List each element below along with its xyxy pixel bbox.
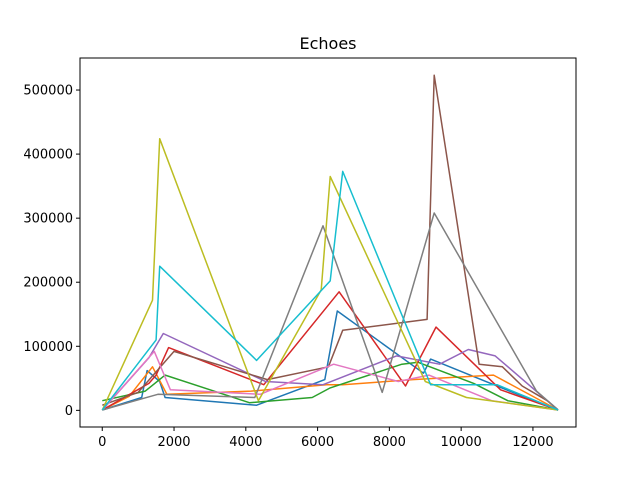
x-tick-label: 0 <box>98 435 106 450</box>
x-tick-label: 2000 <box>157 435 190 450</box>
x-tick-label: 4000 <box>229 435 262 450</box>
series-layer <box>101 74 559 411</box>
y-tick-label: 200000 <box>23 276 73 291</box>
y-axis: 0 100000 200000 300000 400000 500000 <box>23 84 80 419</box>
y-tick-label: 300000 <box>23 212 73 227</box>
x-tick-label: 10000 <box>440 435 481 450</box>
y-tick-label: 100000 <box>23 340 73 355</box>
x-tick-label: 12000 <box>512 435 553 450</box>
series-line-7 <box>101 350 559 411</box>
plot-frame <box>79 57 577 428</box>
series-line-10 <box>101 170 559 411</box>
series-line-8 <box>102 212 559 411</box>
series-line-2 <box>101 366 559 411</box>
x-tick-label: 8000 <box>373 435 406 450</box>
series-line-6 <box>102 74 559 411</box>
series-line-3 <box>102 361 559 411</box>
x-axis: 0 2000 4000 6000 8000 10000 12000 <box>98 427 554 450</box>
series-line-5 <box>101 332 559 411</box>
series-line-4 <box>101 291 559 411</box>
y-tick-label: 400000 <box>23 148 73 163</box>
x-tick-label: 6000 <box>301 435 334 450</box>
y-tick-label: 500000 <box>23 84 73 99</box>
chart-title: Echoes <box>299 34 356 53</box>
y-tick-label: 0 <box>65 404 73 419</box>
